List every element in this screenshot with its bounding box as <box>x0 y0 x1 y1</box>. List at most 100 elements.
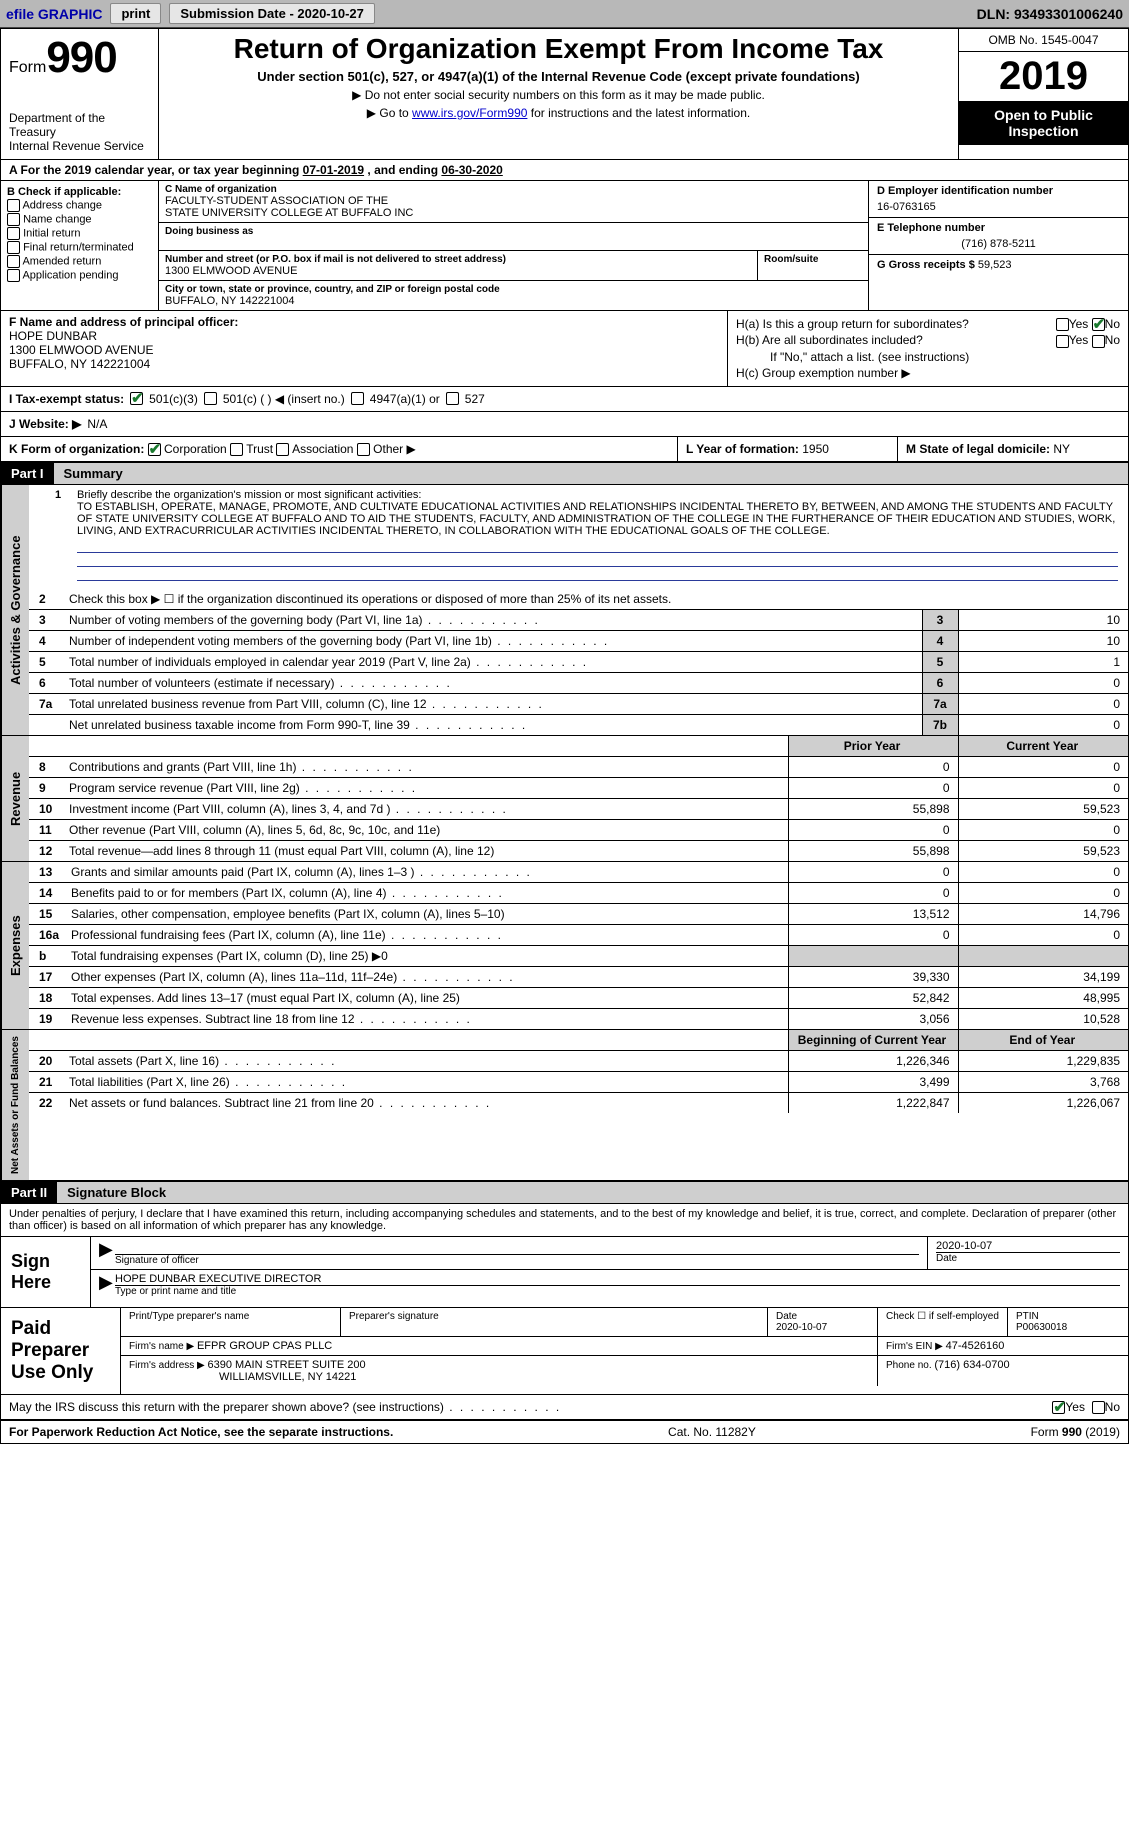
tab-net-assets: Net Assets or Fund Balances <box>1 1030 29 1180</box>
gross-value: 59,523 <box>978 259 1012 271</box>
discuss-no-label: No <box>1105 1400 1120 1414</box>
line9-num: 9 <box>29 777 63 798</box>
box-c: C Name of organization FACULTY-STUDENT A… <box>159 181 868 310</box>
line13-num: 13 <box>29 862 65 883</box>
cb-application-pending[interactable]: Application pending <box>7 269 152 282</box>
top-bar: efile GRAPHIC print Submission Date - 20… <box>0 0 1129 28</box>
period-mid: , and ending <box>367 163 441 177</box>
open-to-public: Open to Public Inspection <box>959 101 1128 145</box>
cb-501c3[interactable] <box>130 392 143 405</box>
paid-preparer-block: Paid Preparer Use Only Print/Type prepar… <box>1 1308 1128 1395</box>
form-word: Form <box>9 59 46 76</box>
cb-initial-return[interactable]: Initial return <box>7 227 152 240</box>
hb-yes-label: Yes <box>1069 333 1089 347</box>
line4-val: 10 <box>958 630 1128 651</box>
line19-cy: 10,528 <box>958 1008 1128 1029</box>
firm-phone-value: (716) 634-0700 <box>934 1359 1009 1371</box>
cb-name-change[interactable]: Name change <box>7 213 152 226</box>
line14-num: 14 <box>29 882 65 903</box>
line12-py: 55,898 <box>788 840 958 861</box>
discuss-no[interactable] <box>1092 1401 1105 1414</box>
sig-date-value: 2020-10-07 <box>936 1240 1120 1252</box>
submission-date-value: 2020-10-27 <box>297 6 364 21</box>
firm-ein-label: Firm's EIN ▶ <box>886 1341 946 1352</box>
section-expenses: Expenses 13Grants and similar amounts pa… <box>1 862 1128 1030</box>
line21-num: 21 <box>29 1071 63 1092</box>
ptin-cell: PTINP00630018 <box>1008 1308 1128 1336</box>
print-button[interactable]: print <box>110 3 161 24</box>
line19-desc: Revenue less expenses. Subtract line 18 … <box>65 1008 788 1029</box>
box-f: F Name and address of principal officer:… <box>1 311 728 386</box>
cb-other[interactable] <box>357 443 370 456</box>
tab-expenses: Expenses <box>1 862 29 1029</box>
officer-city: BUFFALO, NY 142221004 <box>9 357 719 371</box>
header-right: OMB No. 1545-0047 2019 Open to Public In… <box>958 29 1128 159</box>
ha-no[interactable] <box>1092 318 1105 331</box>
section-governance: Activities & Governance 1 Briefly descri… <box>1 485 1128 736</box>
sig-date-label: Date <box>936 1252 1120 1264</box>
goto-note: ▶ Go to www.irs.gov/Form990 for instruct… <box>167 106 950 120</box>
header-mid: Return of Organization Exempt From Incom… <box>159 29 958 159</box>
dept-treasury: Department of the Treasury <box>9 111 150 139</box>
cb-501c[interactable] <box>204 392 217 405</box>
prep-date-lbl: Date <box>776 1311 797 1322</box>
hb-answer: Yes No <box>1056 333 1120 347</box>
org-name-cell: C Name of organization FACULTY-STUDENT A… <box>159 181 868 223</box>
cb-address-change-label: Address change <box>22 199 102 211</box>
officer-label: F Name and address of principal officer: <box>9 315 719 329</box>
line21-cy: 3,768 <box>958 1071 1128 1092</box>
box-b-title: B Check if applicable: <box>7 186 152 198</box>
irs-link[interactable]: www.irs.gov/Form990 <box>412 106 527 120</box>
line20-num: 20 <box>29 1050 63 1071</box>
arrow-icon: ▶ <box>91 1270 107 1300</box>
line15-py: 13,512 <box>788 903 958 924</box>
line8-num: 8 <box>29 756 63 777</box>
dba-cell: Doing business as <box>159 223 868 251</box>
line22-cy: 1,226,067 <box>958 1092 1128 1113</box>
sign-here-label: Sign Here <box>1 1237 91 1307</box>
self-employed-check[interactable]: Check ☐ if self-employed <box>878 1308 1008 1336</box>
line14-desc: Benefits paid to or for members (Part IX… <box>65 882 788 903</box>
discuss-yes[interactable] <box>1052 1401 1065 1414</box>
submission-date-button[interactable]: Submission Date - 2020-10-27 <box>169 3 375 24</box>
discuss-row: May the IRS discuss this return with the… <box>1 1395 1128 1420</box>
line11-desc: Other revenue (Part VIII, column (A), li… <box>63 819 788 840</box>
line3-num: 3 <box>29 609 63 630</box>
ha-yes-label: Yes <box>1069 317 1089 331</box>
cb-address-change[interactable]: Address change <box>7 199 152 212</box>
line6-val: 0 <box>958 672 1128 693</box>
expenses-table: 13Grants and similar amounts paid (Part … <box>29 862 1128 1029</box>
line17-num: 17 <box>29 966 65 987</box>
gov-table: 2Check this box ▶ ☐ if the organization … <box>29 589 1128 735</box>
col-eoy: End of Year <box>958 1030 1128 1051</box>
street-row: Number and street (or P.O. box if mail i… <box>159 251 868 281</box>
hb-yes[interactable] <box>1056 335 1069 348</box>
cb-corporation[interactable] <box>148 443 161 456</box>
website-value: N/A <box>87 417 107 431</box>
ptin-label: PTIN <box>1016 1311 1039 1322</box>
city-cell: City or town, state or province, country… <box>159 281 868 310</box>
hb-no-label: No <box>1105 333 1120 347</box>
line9-cy: 0 <box>958 777 1128 798</box>
ha-yes[interactable] <box>1056 318 1069 331</box>
cb-final-return[interactable]: Final return/terminated <box>7 241 152 254</box>
cb-amended-return[interactable]: Amended return <box>7 255 152 268</box>
line22-py: 1,222,847 <box>788 1092 958 1113</box>
line13-cy: 0 <box>958 862 1128 883</box>
goto-suffix: for instructions and the latest informat… <box>527 106 750 120</box>
line21-py: 3,499 <box>788 1071 958 1092</box>
cb-4947[interactable] <box>351 392 364 405</box>
line1-num: 1 <box>55 489 61 501</box>
cb-trust[interactable] <box>230 443 243 456</box>
officer-name-typed: HOPE DUNBAR EXECUTIVE DIRECTOR <box>115 1273 1120 1285</box>
firm-addr-2: WILLIAMSVILLE, NY 14221 <box>129 1371 869 1383</box>
firm-name-label: Firm's name ▶ <box>129 1341 197 1352</box>
ein-label: D Employer identification number <box>877 185 1120 197</box>
ssn-note: ▶ Do not enter social security numbers o… <box>167 88 950 102</box>
hb-no[interactable] <box>1092 335 1105 348</box>
submission-date-label: Submission Date - <box>180 6 297 21</box>
cb-527[interactable] <box>446 392 459 405</box>
website-row: J Website: ▶ N/A <box>1 412 1128 437</box>
cb-association[interactable] <box>276 443 289 456</box>
omb-number: OMB No. 1545-0047 <box>959 29 1128 52</box>
